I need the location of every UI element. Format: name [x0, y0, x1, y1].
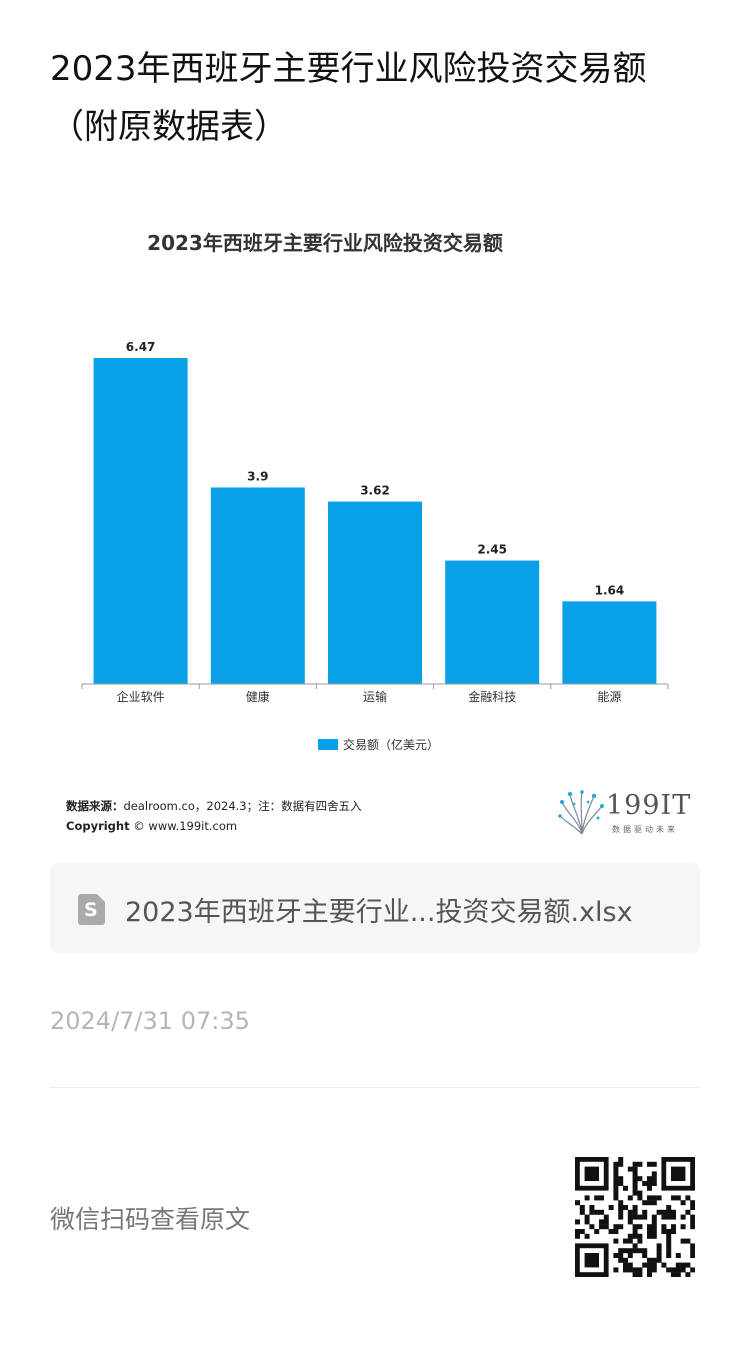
bar-4 [562, 601, 657, 684]
bars-group: 6.47 3.9 3.62 2.45 1.64 [93, 340, 657, 684]
x-tick-label-2: 运输 [363, 689, 387, 704]
source-label: 数据来源： [66, 799, 124, 813]
bar-2 [328, 501, 422, 684]
copyright-line: Copyright © www.199it.com [66, 819, 237, 833]
spreadsheet-file-icon: S [78, 894, 105, 925]
x-tick-label-4: 能源 [597, 690, 621, 704]
publish-timestamp: 2024/7/31 07:35 [50, 1007, 250, 1035]
legend-label: 交易额（亿美元） [343, 737, 439, 752]
bar-chart: 2023年西班牙主要行业风险投资交易额 6.473.93.622.451.64 … [81, 231, 669, 752]
source-text: dealroom.co，2024.3；注：数据有四舍五入 [123, 799, 362, 813]
legend-swatch [318, 739, 338, 750]
bar-0 [93, 358, 188, 684]
x-tick-label-0: 企业软件 [117, 689, 165, 704]
data-label-1: 3.9 [247, 469, 268, 483]
bar-1 [210, 487, 305, 684]
logo-text: 199IT [606, 790, 692, 821]
chart-card: 2023年西班牙主要行业风险投资交易额 6.47 3.9 3.62 2.45 1.64 … [50, 200, 700, 850]
logo-burst-icon [558, 790, 604, 835]
qr-code-icon[interactable] [575, 1157, 695, 1277]
bar-3 [445, 560, 540, 684]
x-tick-label-3: 金融科技 [468, 689, 516, 704]
199it-logo: 199IT 数据驱动未来 [558, 788, 698, 838]
x-ticks-group: 企业软件 健康 运输 金融科技 能源 [81, 684, 669, 704]
divider [50, 1087, 700, 1088]
data-label-3: 2.45 [477, 543, 507, 557]
x-tick-label-1: 健康 [246, 689, 270, 704]
attachment-file-name: 2023年西班牙主要行业...投资交易额.xlsx [125, 897, 633, 928]
copyright-label: Copyright [66, 819, 130, 833]
wechat-scan-hint: 微信扫码查看原文 [50, 1205, 251, 1234]
data-label-4: 1.64 [595, 583, 625, 597]
data-label-2: 3.62 [360, 484, 390, 498]
source-line: 数据来源：dealroom.co，2024.3；注：数据有四舍五入 [66, 798, 362, 814]
copyright-text: © www.199it.com [129, 819, 238, 833]
attachment-card[interactable]: S 2023年西班牙主要行业...投资交易额.xlsx [50, 863, 700, 953]
chart-title: 2023年西班牙主要行业风险投资交易额 [147, 231, 503, 255]
logo-tagline: 数据驱动未来 [612, 825, 678, 834]
data-label-0: 6.47 [126, 340, 156, 354]
legend: 交易额（亿美元） [318, 737, 439, 752]
article-title: 2023年西班牙主要行业风险投资交易额（附原数据表） [50, 49, 647, 147]
